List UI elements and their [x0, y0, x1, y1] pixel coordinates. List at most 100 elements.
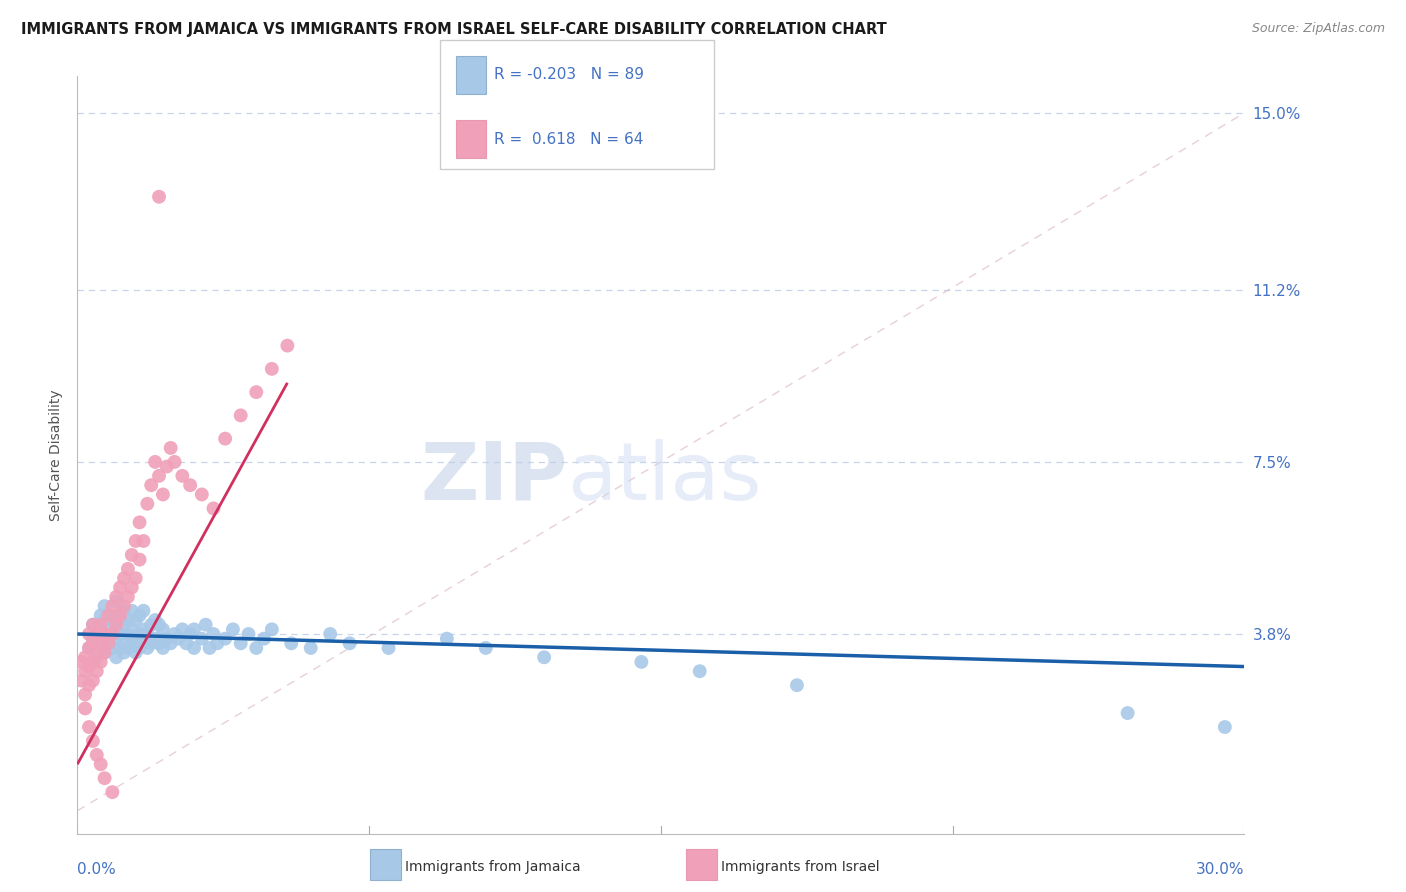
Point	[132, 636, 155, 650]
Point	[183, 623, 205, 637]
Point	[70, 655, 93, 669]
Point	[630, 655, 652, 669]
Point	[101, 599, 124, 613]
Point	[132, 533, 155, 548]
Point	[183, 640, 205, 655]
Point	[90, 636, 112, 650]
Point	[172, 468, 194, 483]
Point	[105, 608, 128, 623]
Point	[377, 640, 399, 655]
Point	[82, 655, 104, 669]
Point	[128, 608, 150, 623]
Point	[82, 617, 104, 632]
Point	[70, 673, 93, 688]
Point	[97, 623, 120, 637]
Point	[86, 664, 108, 678]
Point	[474, 640, 498, 655]
Point	[136, 627, 159, 641]
Point	[148, 617, 170, 632]
Point	[191, 487, 214, 501]
Point	[143, 455, 166, 469]
Point	[121, 548, 143, 562]
Point	[108, 640, 131, 655]
Text: ZIP: ZIP	[420, 439, 568, 516]
Point	[179, 627, 201, 641]
Point	[198, 640, 221, 655]
Point	[108, 581, 131, 595]
Point	[152, 487, 174, 501]
Point	[174, 636, 197, 650]
Point	[141, 636, 163, 650]
Point	[101, 613, 124, 627]
Point	[101, 785, 124, 799]
Point	[276, 338, 298, 352]
Text: atlas: atlas	[568, 439, 762, 516]
Point	[101, 640, 124, 655]
Point	[93, 599, 115, 613]
Point	[319, 627, 342, 641]
Point	[159, 636, 181, 650]
Point	[93, 613, 115, 627]
Point	[105, 594, 128, 608]
Point	[108, 608, 131, 623]
Point	[128, 552, 150, 566]
Point	[75, 664, 97, 678]
Point	[82, 673, 104, 688]
Point	[214, 632, 236, 646]
Point	[136, 497, 159, 511]
Point	[689, 664, 711, 678]
Point	[90, 617, 112, 632]
Point	[148, 468, 170, 483]
Point	[124, 613, 148, 627]
Point	[260, 362, 283, 376]
Point	[128, 516, 150, 530]
Point	[163, 455, 186, 469]
Point	[156, 459, 179, 474]
Point	[299, 640, 322, 655]
Point	[132, 604, 155, 618]
Point	[124, 632, 148, 646]
Point	[128, 640, 150, 655]
Point	[124, 571, 148, 585]
Point	[533, 650, 555, 665]
Point	[141, 617, 163, 632]
Point	[245, 640, 267, 655]
Point	[90, 757, 112, 772]
Point	[105, 590, 128, 604]
Point	[86, 627, 108, 641]
Text: 30.0%: 30.0%	[1197, 862, 1244, 877]
Point	[156, 632, 179, 646]
Point	[207, 636, 229, 650]
Point	[108, 608, 131, 623]
Point	[191, 632, 214, 646]
Point	[77, 720, 100, 734]
Point	[90, 623, 112, 637]
Point	[101, 627, 124, 641]
Text: 0.0%: 0.0%	[77, 862, 117, 877]
Point	[117, 627, 139, 641]
Point	[172, 623, 194, 637]
Point	[202, 627, 225, 641]
Text: R = -0.203   N = 89: R = -0.203 N = 89	[494, 68, 644, 82]
Point	[121, 581, 143, 595]
Point	[101, 627, 124, 641]
Text: Immigrants from Jamaica: Immigrants from Jamaica	[405, 860, 581, 874]
Point	[124, 646, 148, 660]
Point	[179, 478, 201, 492]
Point	[75, 650, 97, 665]
Text: Immigrants from Israel: Immigrants from Israel	[721, 860, 880, 874]
Point	[77, 678, 100, 692]
Point	[786, 678, 808, 692]
Text: IMMIGRANTS FROM JAMAICA VS IMMIGRANTS FROM ISRAEL SELF-CARE DISABILITY CORRELATI: IMMIGRANTS FROM JAMAICA VS IMMIGRANTS FR…	[21, 22, 887, 37]
Point	[117, 613, 139, 627]
Point	[229, 636, 252, 650]
Point	[105, 617, 128, 632]
Point	[245, 385, 267, 400]
Point	[124, 533, 148, 548]
Y-axis label: Self-Care Disability: Self-Care Disability	[49, 389, 63, 521]
Point	[82, 617, 104, 632]
Point	[90, 655, 112, 669]
Point	[222, 623, 245, 637]
Point	[148, 636, 170, 650]
Point	[112, 599, 135, 613]
